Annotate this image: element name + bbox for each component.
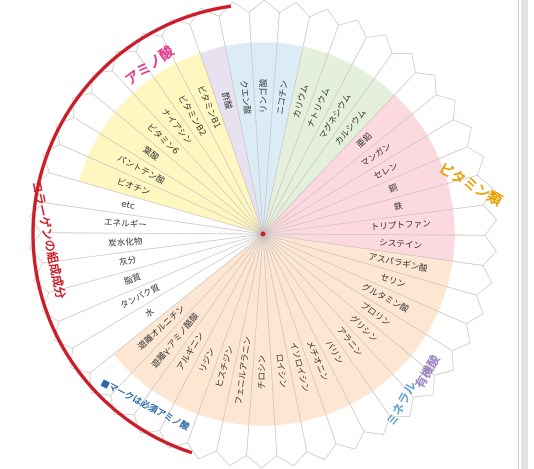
spoke-label-20: トリプトファン (370, 218, 431, 233)
wedge-tip-31 (274, 422, 308, 467)
spoke-label-9: リンゴ酸 (257, 78, 269, 113)
page-edge-rule (521, 0, 528, 469)
spoke-label-21: システイン (379, 237, 423, 251)
page-edge-line (518, 0, 519, 469)
spoke-label-43: 炭水化物 (108, 235, 143, 249)
spoke-label-19: 鉄 (393, 199, 404, 213)
spoke-label-45: etc (120, 199, 135, 212)
spoke-label-32: チロシン (257, 355, 268, 389)
amino-acid-arc (31, 4, 232, 455)
spoke-label-31: ロイシン (273, 353, 287, 388)
wedge-tip-45 (33, 172, 79, 207)
wheel-wedges (29, 0, 497, 469)
wedge-tip-9 (248, 0, 280, 43)
hub-dot (260, 231, 266, 237)
spoke-label-44: エネルギー (104, 217, 148, 231)
spoke-label-42: 灰分 (118, 253, 138, 268)
wedge-tip-21 (453, 234, 497, 266)
spoke-label-8: クエン酸 (237, 79, 252, 115)
wedge-tip-32 (246, 425, 278, 469)
spoke-label-10: ニコチン (275, 80, 291, 116)
spoke-label-18: 銅 (387, 181, 399, 195)
amino-arc (31, 4, 232, 455)
wedge-tip-20 (453, 204, 497, 236)
